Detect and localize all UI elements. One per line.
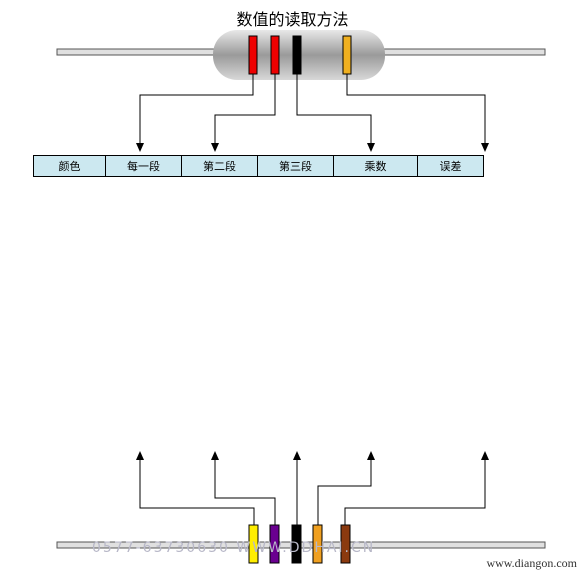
band [248, 524, 259, 564]
column-header: 误差 [417, 155, 484, 177]
column-header: 乘数 [333, 155, 418, 177]
header-row: 颜色 每一段 第二段 第三段 乘数 误差 [33, 155, 484, 177]
band [292, 35, 302, 75]
arrow [139, 74, 254, 148]
band [248, 35, 258, 75]
color-code-table: 颜色 每一段 第二段 第三段 乘数 误差 [33, 155, 484, 177]
column-header: 第二段 [181, 155, 258, 177]
arrow [139, 458, 255, 525]
watermark: 0577-63730630 WWW.DDHAI.CN [92, 540, 376, 556]
arrow [346, 74, 486, 148]
title: 数值的读取方法 [236, 10, 349, 29]
band [342, 35, 352, 75]
band [340, 524, 351, 564]
arrow [214, 74, 276, 148]
band [270, 35, 280, 75]
arrow [214, 458, 276, 525]
band [291, 524, 302, 564]
column-header: 第三段 [257, 155, 334, 177]
band [312, 524, 323, 564]
column-header: 每一段 [105, 155, 182, 177]
arrow [317, 458, 372, 525]
column-header: 颜色 [33, 155, 106, 177]
watermark: www.diangon.com [486, 556, 577, 570]
arrow [344, 458, 486, 525]
band [269, 524, 280, 564]
arrow [296, 74, 372, 148]
